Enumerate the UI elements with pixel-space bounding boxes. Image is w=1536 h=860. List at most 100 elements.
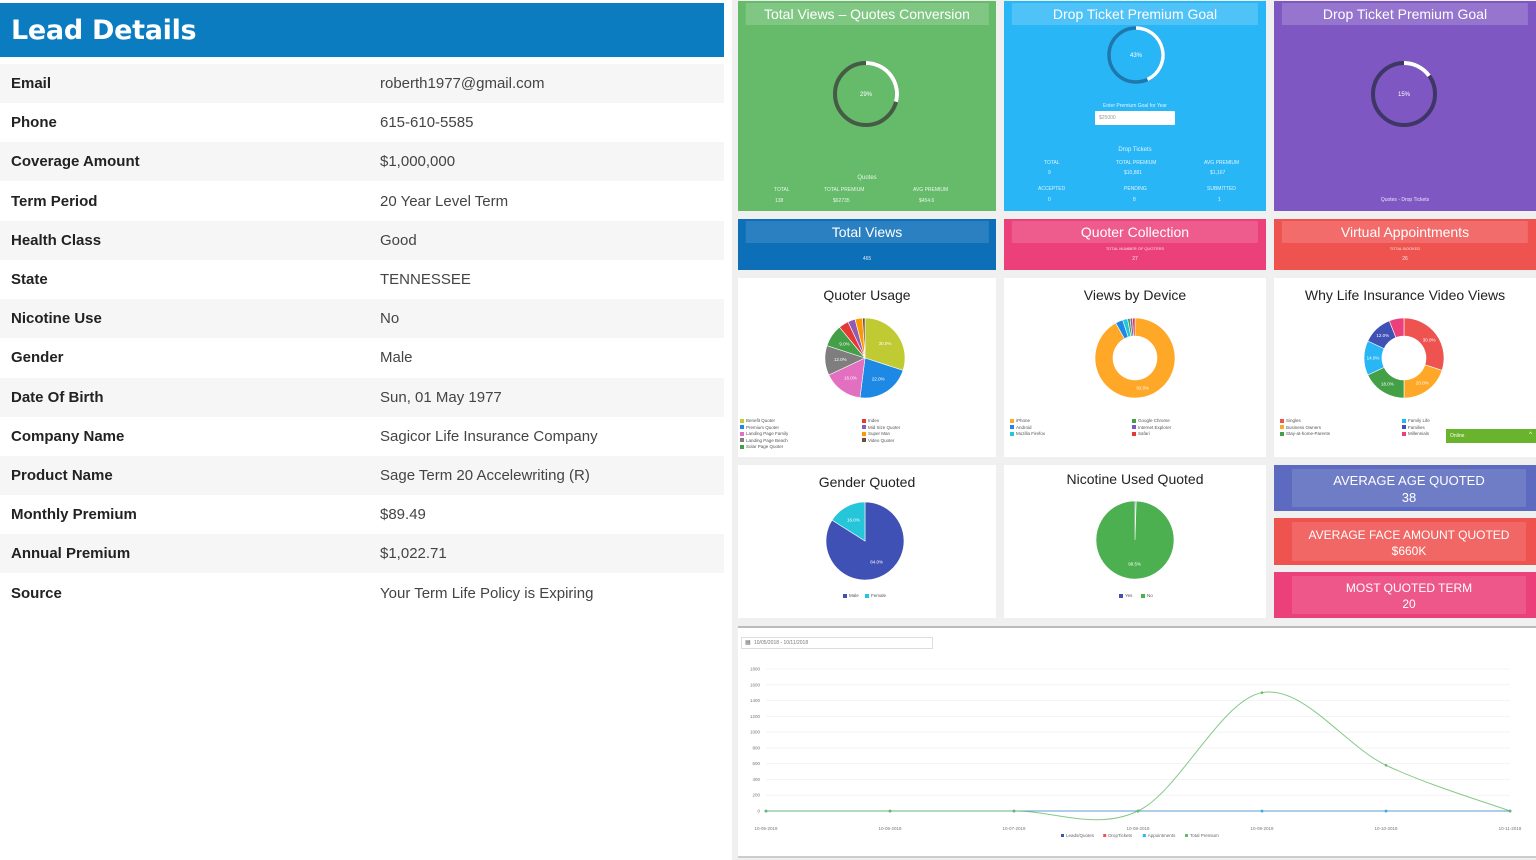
pie-slice[interactable] — [1403, 317, 1445, 371]
line-legend-label[interactable]: Leads/Quotes — [1066, 833, 1095, 838]
pie-slice[interactable] — [859, 357, 904, 399]
nicotine-quoted-pie: 99.5% — [1095, 500, 1175, 580]
legend-item[interactable]: Male — [843, 593, 859, 598]
legend-item[interactable]: Video Quoter — [862, 438, 894, 443]
drop-goal-2-gauge: 15% — [1371, 61, 1437, 127]
lead-field-label: Email — [11, 75, 52, 92]
conversion-header-premium: TOTAL PREMIUM — [824, 187, 865, 193]
legend-item[interactable]: Family Life — [1402, 418, 1430, 423]
pie-slice[interactable] — [1132, 317, 1136, 337]
lead-row: Term Period 20 Year Level Term — [0, 182, 724, 221]
line-legend-swatch — [1142, 834, 1146, 837]
legend-swatch — [1132, 425, 1136, 430]
legend-item[interactable]: Families — [1402, 425, 1425, 430]
quoter-collection-title: Quoter Collection — [1011, 221, 1259, 243]
pie-slice-label: 16.0% — [847, 517, 860, 522]
legend-swatch — [1132, 418, 1136, 423]
legend-item[interactable]: Yes — [1119, 593, 1132, 598]
legend-label: Female — [871, 593, 887, 598]
lead-field-label: State — [11, 271, 48, 288]
online-chat-button[interactable]: Online ^ — [1446, 429, 1536, 443]
gender-quoted-pie: 84.0% 16.0% — [825, 501, 905, 581]
series-line[interactable] — [766, 691, 1511, 821]
pie-slice-label: 30.0% — [1423, 337, 1436, 342]
legend-swatch — [1402, 425, 1406, 430]
y-tick-label: 1000 — [750, 730, 761, 735]
legend-swatch — [1119, 593, 1123, 598]
legend-item[interactable]: Female — [865, 593, 886, 598]
line-legend-label[interactable]: Total Premium — [1190, 833, 1219, 838]
drop-goal-1-h3: AVG PREMIUM — [1204, 160, 1240, 166]
legend-item[interactable]: Internet Explorer — [1132, 425, 1171, 430]
lead-field-value: Sagicor Life Insurance Company — [380, 427, 598, 445]
avg-face-value: $660K — [1391, 544, 1427, 558]
lead-row: Product Name Sage Term 20 Accelewriting (… — [0, 456, 724, 495]
pie-slice[interactable] — [862, 317, 866, 359]
legend-item[interactable]: Benefit Quoter — [740, 418, 775, 423]
series-point[interactable] — [1384, 763, 1388, 767]
series-point[interactable] — [1260, 809, 1264, 813]
pie-slice[interactable] — [831, 501, 866, 542]
legend-swatch — [1280, 431, 1284, 436]
legend-item[interactable]: Solar Page Quoter — [740, 444, 783, 449]
series-point[interactable] — [1012, 809, 1016, 813]
series-point[interactable] — [1508, 809, 1512, 813]
legend-item[interactable]: Singles — [1280, 418, 1301, 423]
legend-label: Benefit Quoter — [746, 418, 776, 423]
legend-item[interactable]: Safari — [1132, 431, 1150, 436]
avg-age-stat: AVERAGE AGE QUOTED 38 — [1274, 465, 1536, 511]
legend-item[interactable]: Landing Page Family — [740, 431, 788, 436]
lead-row: Gender Male — [0, 338, 724, 377]
legend-item[interactable]: Index — [862, 418, 879, 423]
lead-row: Annual Premium $1,022.71 — [0, 534, 724, 574]
pie-slice[interactable] — [1388, 317, 1405, 338]
legend-item[interactable]: Millennials — [1402, 431, 1429, 436]
legend-item[interactable]: Android — [1010, 425, 1032, 430]
legend-item[interactable]: iPhone — [1010, 418, 1030, 423]
lead-field-value: $89.49 — [380, 506, 426, 524]
legend-swatch — [1402, 431, 1406, 436]
legend-item[interactable]: No — [1141, 593, 1153, 598]
legend-item[interactable]: Landing Page Beach — [740, 438, 788, 443]
nicotine-quoted-legend: Yes No — [1119, 593, 1169, 603]
series-point[interactable] — [1136, 809, 1140, 813]
series-point[interactable] — [1384, 809, 1388, 813]
quoter-usage-pie: 30.0% 22.0% 16.0% 12.0% 9.0% — [824, 317, 906, 399]
premium-goal-input[interactable]: $25000 — [1095, 111, 1175, 125]
series-point[interactable] — [888, 809, 892, 813]
x-tick-label: 10-06-2018 — [878, 826, 902, 831]
video-views-title: Why Life Insurance Video Views — [1304, 287, 1506, 303]
y-tick-label: 1600 — [750, 682, 761, 687]
lead-row: Coverage Amount $1,000,000 — [0, 142, 724, 182]
pie-slice-label: 18.0% — [1381, 382, 1394, 387]
legend-label: Mid Size Quoter — [868, 424, 901, 430]
legend-item[interactable]: Mid Size Quoter — [862, 425, 900, 430]
line-legend-label[interactable]: Appointments — [1148, 833, 1176, 838]
legend-item[interactable]: Super Man — [862, 431, 890, 436]
avg-age-inner: AVERAGE AGE QUOTED 38 — [1292, 469, 1526, 507]
legend-swatch — [740, 418, 744, 423]
pie-slice-label: 12.0% — [1376, 333, 1389, 338]
series-point[interactable] — [1260, 691, 1264, 694]
pie-slice-label: 20.0% — [1416, 381, 1429, 386]
line-legend-label[interactable]: DropTickets — [1108, 833, 1133, 838]
legend-item[interactable]: Google Chrome — [1132, 418, 1170, 423]
legend-item[interactable]: Premium Quoter — [740, 425, 779, 430]
pie-slice[interactable] — [864, 317, 906, 371]
legend-item[interactable]: Stay-at-home-Parents — [1280, 431, 1330, 436]
series-point[interactable] — [764, 809, 768, 813]
lead-field-value: Sun, 01 May 1977 — [380, 388, 502, 406]
legend-label: Landing Page Beach — [746, 437, 788, 443]
legend-item[interactable]: Business Owners — [1280, 425, 1321, 430]
pie-slice[interactable] — [1095, 500, 1175, 580]
pie-slice-label: 16.0% — [844, 376, 857, 381]
legend-item[interactable]: Mozilla Firefox — [1010, 431, 1045, 436]
lead-field-value: Good — [380, 231, 417, 249]
legend-swatch — [843, 593, 847, 598]
pie-slice[interactable] — [1094, 317, 1176, 399]
total-views-tile: Total Views 465 — [738, 219, 996, 270]
date-range-picker[interactable]: ▦ 10/05/2018 - 10/11/2018 — [741, 637, 933, 649]
most-term-stat: MOST QUOTED TERM 20 — [1274, 572, 1536, 618]
lead-row: Health Class Good — [0, 220, 724, 260]
virtual-appointments-bg — [1274, 219, 1536, 270]
